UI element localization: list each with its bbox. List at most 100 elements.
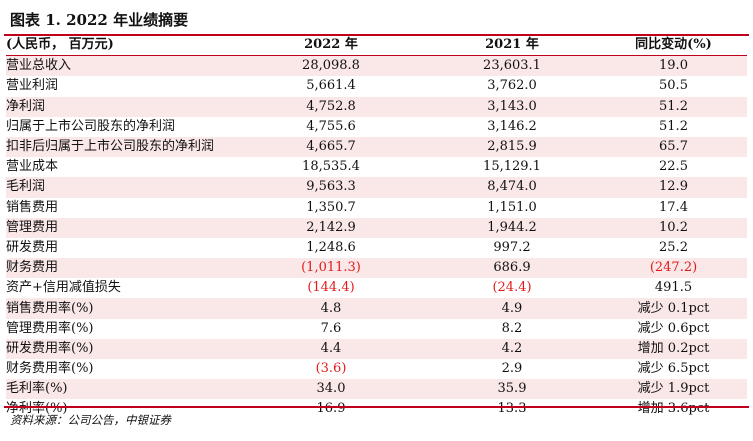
- value-yoy: 10.2: [600, 217, 747, 238]
- value-2021: 8,474.0: [424, 177, 600, 198]
- value-yoy: (247.2): [600, 258, 747, 279]
- value-yoy: 减少 0.6pct: [637, 320, 710, 336]
- title-bar: 图表 1. 2022 年业绩摘要: [4, 0, 749, 36]
- value-2021: 4.2: [424, 338, 600, 359]
- row-label: 营业利润: [6, 78, 59, 94]
- row-label: 财务费用率(%): [6, 361, 94, 377]
- value-2021: 15,129.1: [483, 159, 541, 175]
- row-label: 管理费用率(%): [6, 320, 94, 336]
- value-2022: (3.6): [315, 361, 347, 377]
- table-row: 毛利率(%) 34.0 35.9 减少 1.9pct: [6, 379, 747, 400]
- value-yoy: 22.5: [659, 159, 688, 175]
- value-2022: 4.4: [238, 338, 424, 359]
- table-row: 净利润 4,752.8 3,143.0 51.2: [6, 96, 747, 117]
- value-2022: 7.6: [320, 320, 342, 336]
- bottom-rule: [4, 406, 749, 408]
- financial-summary-table: (人民币， 百万元) 2022 年 2021 年 同比变动(%) 营业总收入 28…: [6, 35, 747, 420]
- figure-title: 图表 1. 2022 年业绩摘要: [10, 11, 189, 29]
- table-row: 研发费用 1,248.6 997.2 25.2: [6, 238, 747, 258]
- value-yoy: 50.5: [659, 78, 688, 94]
- value-2021: 23,603.1: [424, 55, 600, 77]
- value-2021: 8.2: [501, 320, 523, 336]
- value-2021: 35.9: [424, 379, 600, 400]
- value-2021: 2,815.9: [424, 136, 600, 158]
- value-2022: 4.8: [238, 298, 424, 319]
- value-2021: 997.2: [493, 239, 531, 255]
- value-2022: 4,755.6: [306, 118, 356, 134]
- value-yoy: 491.5: [654, 280, 693, 296]
- table-row: 扣非后归属于上市公司股东的净利润 4,665.7 2,815.9 65.7: [6, 136, 747, 158]
- table-row: 财务费用率(%) (3.6) 2.9 减少 6.5pct: [6, 359, 747, 379]
- value-2022: (144.4): [307, 280, 355, 296]
- value-2021: (24.4): [492, 280, 532, 296]
- row-label: 净利率(%): [6, 401, 68, 417]
- value-yoy: 51.2: [659, 118, 688, 134]
- value-2022: 16.9: [316, 401, 346, 417]
- value-yoy: 增加 3.6pct: [637, 401, 710, 417]
- value-yoy: 19.0: [600, 55, 747, 77]
- value-2022: 4,665.7: [238, 136, 424, 158]
- table-row: 财务费用 (1,011.3) 686.9 (247.2): [6, 258, 747, 279]
- value-2022: 4,752.8: [238, 96, 424, 117]
- table-row: 净利率(%) 16.9 13.3 增加 3.6pct: [6, 399, 747, 419]
- value-2022: 18,535.4: [302, 159, 360, 175]
- value-2022: 1,248.6: [306, 239, 356, 255]
- header-unit: (人民币， 百万元): [6, 35, 238, 57]
- value-yoy: 减少 0.1pct: [600, 298, 747, 319]
- value-2021: 4.9: [424, 298, 600, 319]
- table-row: 营业成本 18,535.4 15,129.1 22.5: [6, 157, 747, 177]
- row-label: 研发费用: [6, 239, 59, 255]
- value-2022: 28,098.8: [238, 55, 424, 77]
- value-yoy: 减少 6.5pct: [637, 361, 710, 377]
- table-row: 管理费用率(%) 7.6 8.2 减少 0.6pct: [6, 319, 747, 339]
- value-2021: 1,944.2: [424, 217, 600, 238]
- value-2021: 3,146.2: [487, 118, 537, 134]
- header-2022: 2022 年: [238, 35, 424, 57]
- row-label: 营业总收入: [6, 55, 238, 77]
- value-yoy: 12.9: [600, 177, 747, 198]
- row-label: 毛利润: [6, 177, 238, 198]
- value-2021: 1,151.0: [487, 199, 537, 215]
- row-label: 财务费用: [6, 258, 238, 279]
- table-row: 营业利润 5,661.4 3,762.0 50.5: [6, 76, 747, 96]
- value-2022: 9,563.3: [238, 177, 424, 198]
- value-2022: 1,350.7: [306, 199, 356, 215]
- row-label: 资产+信用减值损失: [6, 280, 121, 296]
- value-2021: 3,762.0: [487, 78, 537, 94]
- value-2022: 2,142.9: [238, 217, 424, 238]
- row-label: 毛利率(%): [6, 379, 238, 400]
- row-label: 销售费用率(%): [6, 298, 238, 319]
- table-row: 毛利润 9,563.3 8,474.0 12.9: [6, 177, 747, 198]
- row-label: 净利润: [6, 96, 238, 117]
- value-yoy: 25.2: [659, 239, 688, 255]
- table-row: 销售费用 1,350.7 1,151.0 17.4: [6, 198, 747, 218]
- value-2022: 5,661.4: [306, 78, 356, 94]
- row-label: 扣非后归属于上市公司股东的净利润: [6, 136, 238, 158]
- value-2021: 3,143.0: [424, 96, 600, 117]
- table-row: 销售费用率(%) 4.8 4.9 减少 0.1pct: [6, 298, 747, 319]
- header-yoy: 同比变动(%): [600, 35, 747, 57]
- value-2021: 2.9: [501, 361, 523, 377]
- row-label: 研发费用率(%): [6, 338, 238, 359]
- table-row: 管理费用 2,142.9 1,944.2 10.2: [6, 217, 747, 238]
- table-header-row: (人民币， 百万元) 2022 年 2021 年 同比变动(%): [6, 35, 747, 57]
- value-yoy: 增加 0.2pct: [600, 338, 747, 359]
- value-2022: (1,011.3): [238, 258, 424, 279]
- value-yoy: 17.4: [659, 199, 688, 215]
- row-label: 归属于上市公司股东的净利润: [6, 118, 176, 134]
- value-yoy: 65.7: [600, 136, 747, 158]
- value-2021: 686.9: [424, 258, 600, 279]
- row-label: 营业成本: [6, 159, 59, 175]
- value-2022: 34.0: [238, 379, 424, 400]
- row-label: 销售费用: [6, 199, 59, 215]
- table-body: 营业总收入 28,098.8 23,603.1 19.0 营业利润 5,661.4 3,7…: [6, 55, 747, 420]
- value-2021: 13.3: [497, 401, 527, 417]
- table-row: 研发费用率(%) 4.4 4.2 增加 0.2pct: [6, 338, 747, 359]
- source-note: 资料来源：公司公告，中银证券: [10, 413, 171, 427]
- value-yoy: 减少 1.9pct: [600, 379, 747, 400]
- row-label: 管理费用: [6, 217, 238, 238]
- value-yoy: 51.2: [600, 96, 747, 117]
- header-2021: 2021 年: [424, 35, 600, 57]
- table-row: 资产+信用减值损失 (144.4) (24.4) 491.5: [6, 278, 747, 298]
